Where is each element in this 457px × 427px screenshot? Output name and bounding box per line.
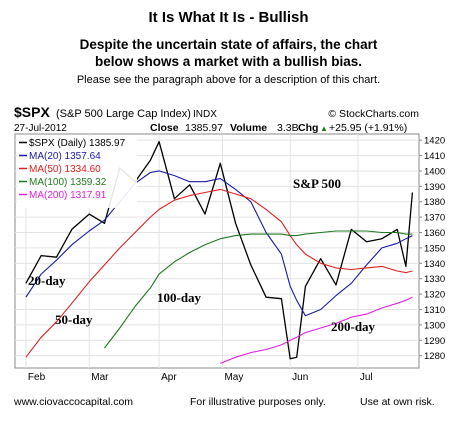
x-tick-label: Feb [28,372,46,383]
subtitle: Despite the uncertain state of affairs, … [0,36,457,70]
series-line-ma-200 [220,296,413,364]
series-lines [25,141,414,364]
legend-entry: MA(200) 1317.91 [29,190,107,201]
y-tick-label: 1290 [424,336,445,347]
grid-lines [15,134,419,368]
y-tick-label: 1370 [424,213,445,224]
y-tick-label: 1310 [424,305,445,316]
legend-entry: MA(100) 1359.32 [29,177,107,188]
legend-box [17,136,137,208]
footer-illustrative: For illustrative purposes only. [190,396,326,408]
series-line--spx-daily [25,141,414,360]
x-tick-label: Jun [292,372,308,383]
annotation-50-day: 50-day [55,312,93,327]
symbol-label: $SPX [14,104,50,120]
legend-entry: $SPX (Daily) 1385.97 [29,138,126,149]
close-label: Close [150,122,179,134]
x-tick-label: Jul [360,372,373,383]
subtitle-line-2: below shows a market with a bullish bias… [94,54,363,69]
annotation-sp500: S&P 500 [293,176,341,191]
series-line-ma-100 [104,230,413,349]
chart-note: Please see the paragraph above for a des… [76,74,381,86]
change-label: Chg [298,122,318,134]
y-tick-label: 1350 [424,243,445,254]
index-name: (S&P 500 Large Cap Index) [56,108,191,120]
x-axis: Feb Mar Apr May Jun Jul [28,372,373,383]
annotation-100-day: 100-day [157,290,202,305]
legend-entry: MA(50) 1334.60 [29,164,101,175]
change-arrow-icon: ▲ [320,124,328,133]
y-tick-label: 1400 [424,166,445,177]
x-tick-label: Apr [161,372,177,383]
y-tick-label: 1360 [424,228,445,239]
y-tick-label: 1320 [424,290,445,301]
y-axis: 1280 1290 1300 1310 1320 1330 1340 1350 1360 1370… [419,136,445,362]
series-line-ma-50 [25,188,413,358]
annotation-20-day: 20-day [28,273,66,288]
change-value: +25.95 (+1.91%) [329,122,407,134]
stockcharts-credit: © StockCharts.com [328,108,419,120]
legend-entry: MA(20) 1357.64 [29,151,101,162]
y-tick-label: 1420 [424,136,445,147]
series-line-ma-20 [25,170,413,317]
footer-website: www.ciovaccocapital.com [14,396,134,408]
y-tick-label: 1410 [424,151,445,162]
close-value: 1385.97 [185,122,223,134]
footer-risk: Use at own risk. [360,396,435,408]
y-tick-label: 1390 [424,182,445,193]
y-tick-label: 1300 [424,320,445,331]
y-tick-label: 1380 [424,197,445,208]
chart-date: 27-Jul-2012 [14,123,67,134]
page-title: It Is What It Is - Bullish [148,9,309,26]
volume-label: Volume [230,122,267,134]
x-tick-label: Mar [91,372,109,383]
y-tick-label: 1330 [424,274,445,285]
volume-value: 3.3B [277,122,299,134]
annotation-200-day: 200-day [331,319,376,334]
subtitle-line-1: Despite the uncertain state of affairs, … [79,37,378,52]
x-tick-label: May [224,372,243,383]
y-tick-label: 1280 [424,351,445,362]
y-tick-label: 1340 [424,259,445,270]
legend: $SPX (Daily) 1385.97 MA(20) 1357.64 MA(50)… [17,136,137,208]
exchange-label: INDX [193,109,217,120]
